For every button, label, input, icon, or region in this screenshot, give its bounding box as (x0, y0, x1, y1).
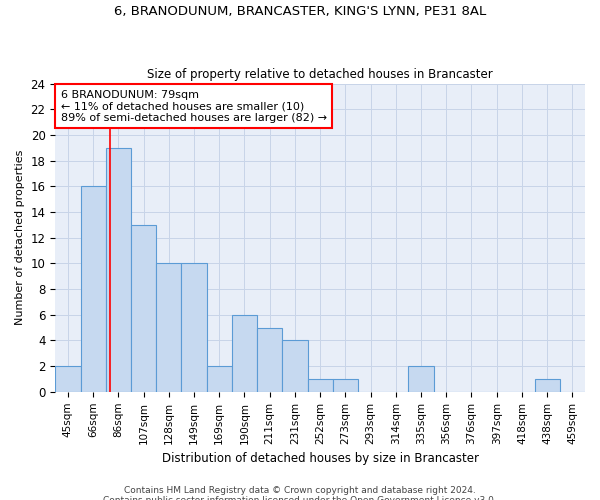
Text: 6 BRANODUNUM: 79sqm
← 11% of detached houses are smaller (10)
89% of semi-detach: 6 BRANODUNUM: 79sqm ← 11% of detached ho… (61, 90, 327, 123)
Bar (206, 366, 232, 392)
Bar (55, 366, 80, 392)
Title: Size of property relative to detached houses in Brancaster: Size of property relative to detached ho… (147, 68, 493, 81)
Bar (535, 379, 560, 392)
Bar (181, 264, 206, 392)
Text: 6, BRANODUNUM, BRANCASTER, KING'S LYNN, PE31 8AL: 6, BRANODUNUM, BRANCASTER, KING'S LYNN, … (114, 5, 486, 18)
Y-axis label: Number of detached properties: Number of detached properties (15, 150, 25, 326)
Bar (80, 186, 106, 392)
Text: Contains public sector information licensed under the Open Government Licence v3: Contains public sector information licen… (103, 496, 497, 500)
Text: Contains HM Land Registry data © Crown copyright and database right 2024.: Contains HM Land Registry data © Crown c… (124, 486, 476, 495)
Bar (283, 340, 308, 392)
Bar (232, 315, 257, 392)
Bar (409, 366, 434, 392)
Bar (156, 264, 181, 392)
Bar (131, 225, 156, 392)
Bar (257, 328, 283, 392)
Bar (106, 148, 131, 392)
Bar (308, 379, 333, 392)
X-axis label: Distribution of detached houses by size in Brancaster: Distribution of detached houses by size … (161, 452, 479, 465)
Bar (333, 379, 358, 392)
